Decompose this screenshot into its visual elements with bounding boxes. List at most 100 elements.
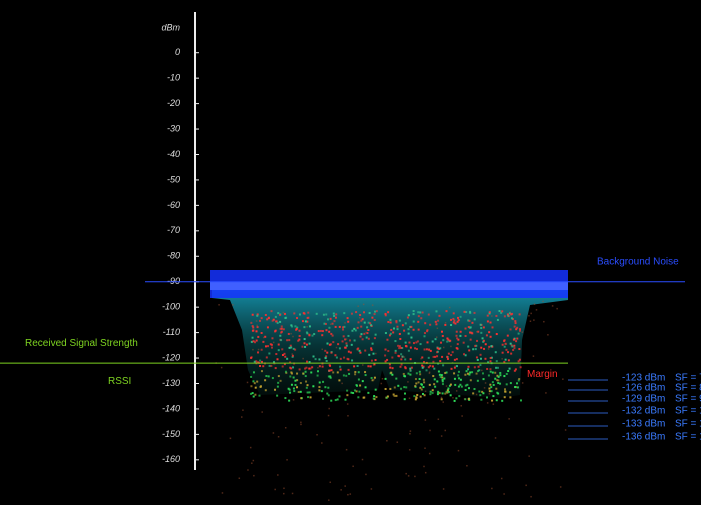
speckle — [267, 316, 270, 319]
faint-speckle — [371, 304, 374, 306]
speckle — [282, 328, 285, 331]
speckle — [503, 375, 506, 378]
speckle — [370, 376, 373, 379]
speckle — [513, 347, 516, 350]
speckle — [437, 362, 440, 365]
speckle — [421, 364, 424, 367]
speckle — [355, 311, 358, 314]
speckle — [262, 340, 265, 343]
speckle — [269, 343, 272, 346]
speckle — [355, 390, 358, 393]
speckle — [423, 394, 426, 397]
speckle — [290, 346, 293, 349]
faint-speckle — [261, 411, 263, 413]
faint-speckle — [349, 493, 352, 495]
speckle — [357, 371, 360, 374]
speckle — [412, 342, 415, 345]
faint-speckle — [442, 346, 445, 349]
speckle — [433, 367, 436, 370]
speckle — [366, 332, 369, 335]
speckle — [324, 349, 327, 352]
speckle — [346, 357, 349, 360]
speckle — [505, 348, 508, 351]
speckle — [420, 317, 423, 320]
speckle — [464, 327, 467, 330]
speckle — [296, 386, 299, 389]
speckle — [444, 392, 447, 395]
speckle — [510, 317, 513, 320]
speckle — [372, 397, 375, 400]
speckle — [298, 338, 301, 341]
speckle — [259, 365, 262, 368]
speckle — [480, 327, 483, 330]
speckle — [316, 374, 319, 377]
speckle — [305, 386, 308, 389]
speckle — [373, 363, 376, 366]
speckle — [280, 339, 283, 342]
speckle — [387, 311, 390, 314]
speckle — [416, 340, 419, 343]
speckle — [501, 343, 504, 346]
speckle — [518, 329, 521, 332]
speckle — [510, 344, 513, 347]
y-tick-label: -150 — [162, 429, 180, 439]
faint-speckle — [347, 493, 349, 496]
speckle — [384, 360, 387, 363]
faint-speckle — [424, 419, 427, 421]
speckle — [304, 370, 307, 373]
speckle — [510, 352, 513, 355]
speckle — [504, 390, 507, 393]
faint-speckle — [247, 469, 249, 471]
faint-speckle — [484, 382, 487, 384]
faint-speckle — [290, 332, 292, 335]
speckle — [384, 377, 387, 380]
speckle — [368, 353, 371, 356]
speckle — [432, 360, 435, 363]
speckle — [370, 347, 373, 350]
speckle — [450, 354, 453, 357]
speckle — [336, 371, 339, 374]
speckle — [471, 321, 474, 324]
speckle — [468, 326, 471, 329]
faint-speckle — [370, 488, 373, 490]
faint-speckle — [530, 495, 532, 498]
speckle — [364, 374, 367, 377]
speckle — [451, 351, 454, 354]
speckle — [385, 396, 388, 399]
speckle — [457, 370, 460, 373]
speckle — [279, 327, 282, 330]
speckle — [252, 326, 255, 329]
speckle — [279, 320, 282, 323]
speckle — [344, 346, 347, 349]
speckle — [455, 334, 458, 337]
speckle — [441, 376, 444, 379]
speckle — [442, 339, 445, 342]
speckle — [303, 342, 306, 345]
speckle — [375, 396, 378, 399]
speckle — [499, 374, 502, 377]
speckle — [301, 320, 304, 323]
speckle — [262, 365, 265, 368]
faint-speckle — [475, 330, 478, 333]
speckle — [305, 343, 308, 346]
speckle — [404, 341, 407, 344]
speckle — [446, 357, 449, 360]
speckle — [271, 337, 274, 340]
faint-speckle — [256, 324, 258, 327]
speckle — [322, 313, 325, 316]
speckle — [384, 348, 387, 351]
speckle — [418, 370, 421, 373]
faint-speckle — [530, 312, 532, 315]
speckle — [328, 326, 331, 329]
speckle — [350, 391, 353, 394]
speckle — [353, 327, 356, 330]
faint-speckle — [365, 473, 367, 476]
speckle — [436, 393, 439, 396]
y-tick-label: 0 — [175, 47, 180, 57]
faint-speckle — [345, 448, 348, 451]
speckle — [481, 337, 484, 340]
speckle — [286, 339, 289, 342]
speckle — [294, 379, 297, 382]
faint-speckle — [335, 346, 338, 349]
speckle — [478, 369, 481, 372]
